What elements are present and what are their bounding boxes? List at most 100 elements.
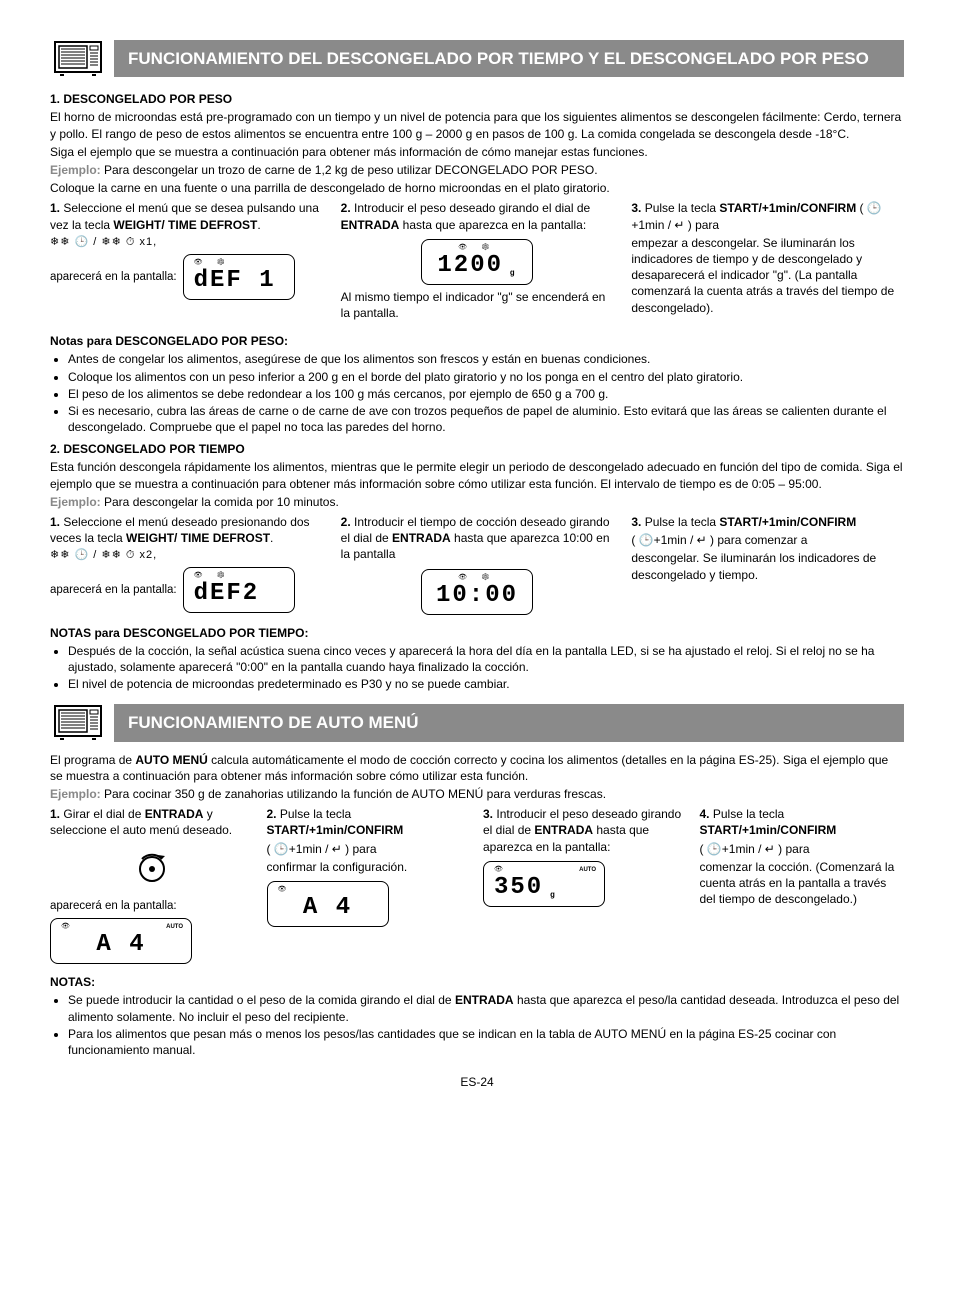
- lcd-1000: 👁 ❄ 10:00: [421, 569, 533, 615]
- page-number: ES-24: [50, 1074, 904, 1090]
- step-1: 1. Seleccione el menú que se desea pulsa…: [50, 200, 323, 323]
- weight-notes-list: Antes de congelar los alimentos, asegúre…: [50, 351, 904, 435]
- section1-header: FUNCIONAMIENTO DEL DESCONGELADO POR TIEM…: [50, 40, 904, 77]
- lcd-1200: 👁 ❄ 1200 g: [421, 239, 533, 285]
- time-defrost-steps: 1. Seleccione el menú deseado presionand…: [50, 514, 904, 615]
- list-item: Después de la cocción, la señal acústica…: [68, 643, 904, 675]
- step2-text-a: Introducir el peso deseado girando el di…: [354, 201, 590, 215]
- weight-notes-heading: Notas para DESCONGELADO POR PESO:: [50, 333, 904, 349]
- weight-defrost-intro: El horno de microondas está pre-programa…: [50, 109, 904, 141]
- nota1-key: ENTRADA: [455, 993, 514, 1007]
- auto-menu-intro: El programa de AUTO MENÚ calcula automát…: [50, 752, 904, 784]
- lcd-a4-1: 👁 AUTO A 4: [50, 918, 192, 964]
- lcd-350-value: 350: [494, 874, 543, 901]
- t-step-3: 3. Pulse la tecla START/+1min/CONFIRM ( …: [631, 514, 904, 615]
- t-step-2: 2. Introducir el tiempo de cocción desea…: [341, 514, 614, 615]
- list-item: El nivel de potencia de microondas prede…: [68, 676, 904, 692]
- step2-key: ENTRADA: [341, 218, 400, 232]
- section2-header: FUNCIONAMIENTO DE AUTO MENÚ: [50, 704, 904, 741]
- aparecera-label: aparecerá en la pantalla:: [50, 270, 177, 286]
- step3-text-a: Pulse la tecla: [645, 201, 720, 215]
- auto-label: AUTO: [166, 923, 183, 931]
- auto-menu-example: Ejemplo: Para cocinar 350 g de zanahoria…: [50, 786, 904, 802]
- auto-label: AUTO: [579, 866, 596, 874]
- list-item: Antes de congelar los alimentos, asegúre…: [68, 351, 904, 367]
- am-s3-key: ENTRADA: [534, 823, 593, 837]
- am-s2-icons: ( 🕒+1min / ↵ ) para: [267, 842, 377, 856]
- t-step3-text-a: Pulse la tecla: [645, 515, 720, 529]
- t-step1-icons: ❄❄ 🕒 / ❄❄ ⏱ x2,: [50, 548, 323, 563]
- lcd-def2: 👁 ❄ dEF2: [183, 567, 295, 613]
- ejemplo-label: Ejemplo:: [50, 495, 101, 509]
- weight-defrost-example: Ejemplo: Para descongelar un trozo de ca…: [50, 162, 904, 178]
- list-item: Se puede introducir la cantidad o el pes…: [68, 992, 904, 1024]
- am-step-4: 4. Pulse la tecla START/+1min/CONFIRM ( …: [700, 806, 905, 964]
- time-defrost-example: Ejemplo: Para descongelar la comida por …: [50, 494, 904, 510]
- weight-defrost-siga: Siga el ejemplo que se muestra a continu…: [50, 144, 904, 160]
- lcd-def1: 👁 ❄ dEF 1: [183, 254, 295, 300]
- t-step2-key: ENTRADA: [392, 531, 451, 545]
- lcd-def1-value: dEF 1: [194, 269, 284, 293]
- am-s2-key: START/+1min/CONFIRM: [267, 823, 404, 837]
- weight-defrost-steps: 1. Seleccione el menú que se desea pulsa…: [50, 200, 904, 323]
- am-s1-key: ENTRADA: [145, 807, 204, 821]
- am-step-2: 2. Pulse la tecla START/+1min/CONFIRM ( …: [267, 806, 472, 964]
- section2-title: FUNCIONAMIENTO DE AUTO MENÚ: [114, 704, 904, 741]
- lcd-a4-2: 👁 A 4: [267, 881, 389, 927]
- time-defrost-intro: Esta función descongela rápidamente los …: [50, 459, 904, 491]
- auto-notas-heading: NOTAS:: [50, 974, 904, 990]
- list-item: Si es necesario, cubra las áreas de carn…: [68, 403, 904, 435]
- microwave-icon: [50, 704, 114, 741]
- am-s4-a: Pulse la tecla: [713, 807, 784, 821]
- auto-menu-steps: 1. Girar el dial de ENTRADA y seleccione…: [50, 806, 904, 964]
- time-notes-list: Después de la cocción, la señal acústica…: [50, 643, 904, 693]
- t-step3-icons: ( 🕒+1min / ↵ ) para comenzar a: [631, 533, 807, 547]
- step-2: 2. Introducir el peso deseado girando el…: [341, 200, 614, 323]
- aparecera-label: aparecerá en la pantalla:: [50, 899, 255, 915]
- weight-defrost-heading: 1. DESCONGELADO POR PESO: [50, 91, 904, 107]
- lcd-350: 👁 AUTO 350 g: [483, 861, 605, 907]
- microwave-icon: [50, 40, 114, 77]
- t-step3-text-b: descongelar. Se iluminarán los indicador…: [631, 550, 904, 582]
- step2-foot: Al mismo tiempo el indicador "g" se ence…: [341, 289, 614, 321]
- list-item: Coloque los alimentos con un peso inferi…: [68, 369, 904, 385]
- am-s4-icons: ( 🕒+1min / ↵ ) para: [700, 842, 810, 856]
- section1-title: FUNCIONAMIENTO DEL DESCONGELADO POR TIEM…: [114, 40, 904, 77]
- t-step1-key: WEIGHT/ TIME DEFROST: [126, 531, 270, 545]
- am-s4-key: START/+1min/CONFIRM: [700, 823, 837, 837]
- am-step-1: 1. Girar el dial de ENTRADA y seleccione…: [50, 806, 255, 964]
- lcd-1000-value: 10:00: [432, 584, 522, 608]
- lcd-def2-value: dEF2: [194, 582, 284, 606]
- step1-icons: ❄❄ 🕒 / ❄❄ ⏱ x1,: [50, 235, 323, 250]
- ejemplo-text: Para descongelar un trozo de carne de 1,…: [101, 163, 598, 177]
- step3-text-b: empezar a descongelar. Se iluminarán los…: [631, 235, 904, 316]
- am-step-3: 3. Introducir el peso deseado girando el…: [483, 806, 688, 964]
- list-item: El peso de los alimentos se debe redonde…: [68, 386, 904, 402]
- ejemplo-label: Ejemplo:: [50, 787, 101, 801]
- step1-text-b: .: [257, 218, 260, 232]
- auto-menu-bold: AUTO MENÚ: [135, 753, 207, 767]
- step-3: 3. Pulse la tecla START/+1min/CONFIRM ( …: [631, 200, 904, 323]
- step1-key: WEIGHT/ TIME DEFROST: [113, 218, 257, 232]
- t-step1-text-b: .: [270, 531, 273, 545]
- am-s2-b: confirmar la configuración.: [267, 859, 472, 875]
- am-s1-a: Girar el dial de: [63, 807, 144, 821]
- lcd-a4-2-value: A 4: [278, 896, 378, 920]
- ejemplo-label: Ejemplo:: [50, 163, 101, 177]
- am-s4-b: comenzar la cocción. (Comenzará la cuent…: [700, 859, 905, 908]
- step3-key: START/+1min/CONFIRM: [719, 201, 856, 215]
- time-notes-heading: NOTAS para DESCONGELADO POR TIEMPO:: [50, 625, 904, 641]
- step2-text-b: hasta que aparezca en la pantalla:: [399, 218, 586, 232]
- lcd-a4-1-value: A 4: [61, 933, 181, 957]
- ejemplo2-text: Para descongelar la comida por 10 minuto…: [101, 495, 339, 509]
- nota1-a: Se puede introducir la cantidad o el pes…: [68, 993, 455, 1007]
- am-s2-a: Pulse la tecla: [280, 807, 351, 821]
- auto-ejemplo-text: Para cocinar 350 g de zanahorias utiliza…: [101, 787, 606, 801]
- t-step3-key: START/+1min/CONFIRM: [719, 515, 856, 529]
- weight-defrost-coloque: Coloque la carne en una fuente o una par…: [50, 180, 904, 196]
- aparecera-label: aparecerá en la pantalla:: [50, 583, 177, 599]
- t-step-1: 1. Seleccione el menú deseado presionand…: [50, 514, 323, 615]
- time-defrost-heading: 2. DESCONGELADO POR TIEMPO: [50, 441, 904, 457]
- dial-icon: [50, 841, 255, 893]
- lcd-1200-value: 1200: [437, 252, 503, 279]
